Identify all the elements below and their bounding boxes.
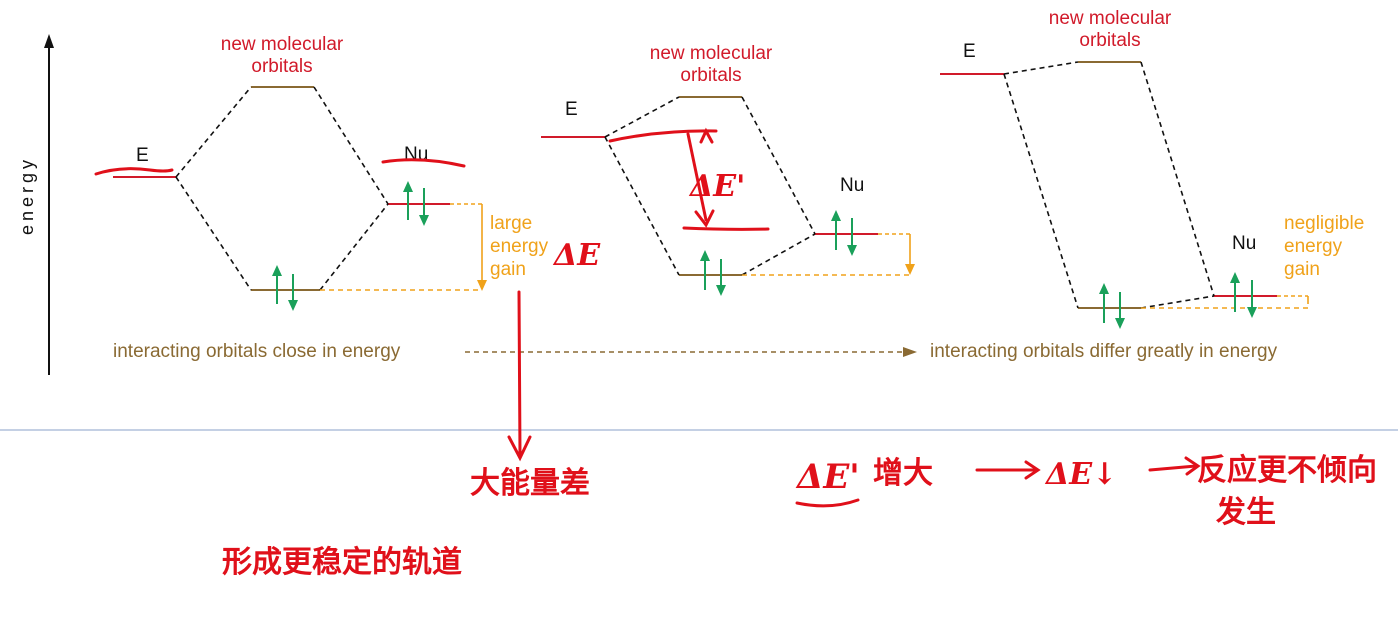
d3-gain-line3: gain xyxy=(1284,259,1320,280)
d3-e-label: E xyxy=(963,41,976,62)
d2-bonding-electron-pair xyxy=(700,250,726,296)
d2-nu-electron-pair xyxy=(831,210,857,256)
diagram-3: new molecular orbitals negligible energy… xyxy=(940,8,1364,329)
hw-delta-e-prime-diagram: ΔE' xyxy=(688,169,745,204)
d2-title-line2: orbitals xyxy=(680,65,741,86)
d3-bonding-electron-pair xyxy=(1099,283,1125,329)
hw-note-reaction-line2: 发生 xyxy=(1215,495,1276,530)
d1-title-line1: new molecular xyxy=(221,34,344,55)
d3-title-line2: orbitals xyxy=(1079,30,1140,51)
energy-axis-label: energy xyxy=(17,156,37,235)
d2-nu-label: Nu xyxy=(840,175,864,196)
hw-delta-e-down: ΔE↓ xyxy=(1044,457,1117,492)
d3-nu-electron-pair xyxy=(1230,272,1257,318)
d3-gain-line2: energy xyxy=(1284,236,1343,257)
d1-nu-electron-pair xyxy=(403,181,429,226)
trend-arrow xyxy=(465,347,917,357)
d3-gain-line1: negligible xyxy=(1284,213,1364,234)
hw-note-stable-orbital: 形成更稳定的轨道 xyxy=(222,545,462,580)
d2-title-line1: new molecular xyxy=(650,43,773,64)
d3-nu-label: Nu xyxy=(1232,233,1256,254)
d1-title-line2: orbitals xyxy=(251,56,312,77)
handwritten-annotations xyxy=(94,127,1201,508)
trend-left-label: interacting orbitals close in energy xyxy=(113,341,401,362)
d2-e-label: E xyxy=(565,99,578,120)
d1-e-label: E xyxy=(136,145,149,166)
hw-delta-e: ΔE xyxy=(552,238,601,273)
d1-gain-line2: energy xyxy=(490,236,549,257)
hw-note-large-gap: 大能量差 xyxy=(470,466,590,501)
d1-bonding-electron-pair xyxy=(272,265,298,311)
hw-delta-e-prime: ΔE' xyxy=(795,457,860,497)
diagram-1: new molecular orbitals large energy gain… xyxy=(113,34,549,311)
diagram-2: new molecular orbitals E Nu xyxy=(541,43,915,296)
d1-gain-line1: large xyxy=(490,213,532,234)
hw-note-reaction-line1: 反应更不倾向 xyxy=(1197,453,1377,488)
d1-gain-line3: gain xyxy=(490,259,526,280)
d3-title-line1: new molecular xyxy=(1049,8,1172,29)
d1-nu-label: Nu xyxy=(404,144,428,165)
hw-note-increase: 增大 xyxy=(873,456,933,491)
energy-axis xyxy=(44,34,54,375)
trend-right-label: interacting orbitals differ greatly in e… xyxy=(930,341,1278,362)
